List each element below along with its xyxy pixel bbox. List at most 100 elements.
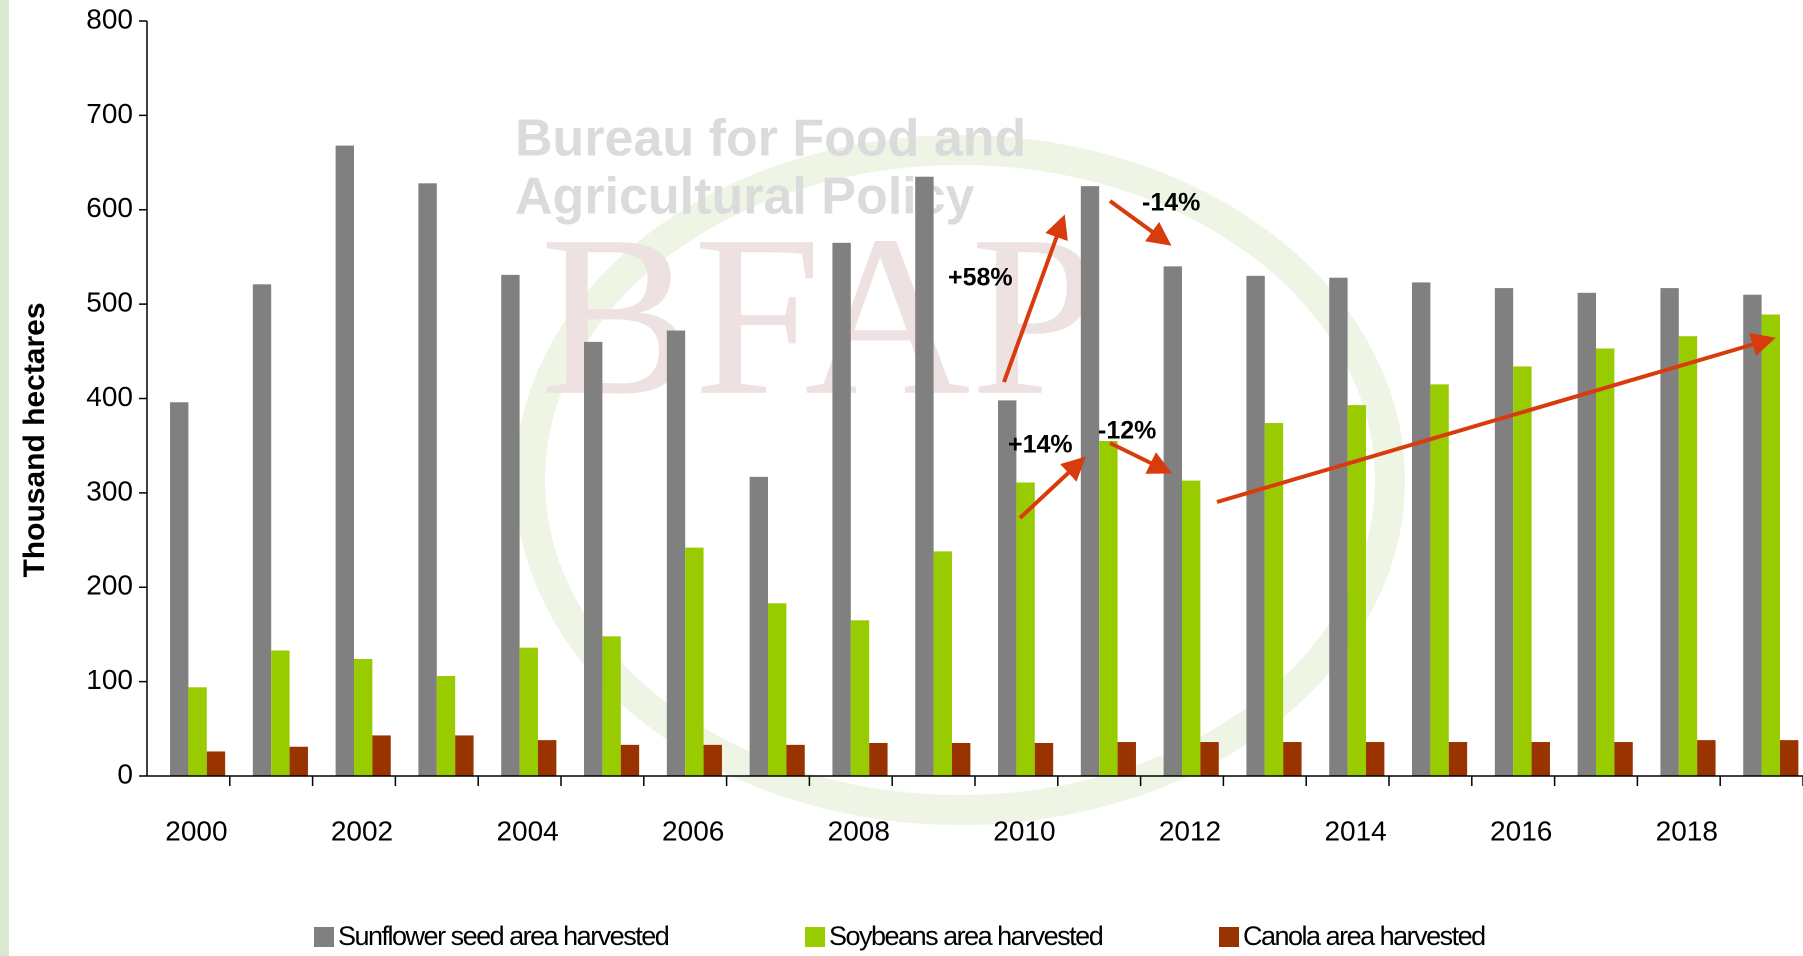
bar [1596, 348, 1615, 776]
bar [951, 742, 971, 776]
y-tick-label: 100 [86, 664, 133, 695]
watermark-logo: BFAP [540, 188, 1098, 443]
bar [1660, 288, 1679, 776]
bar [252, 284, 272, 776]
bar [455, 735, 474, 776]
y-tick-label: 500 [86, 287, 133, 318]
x-tick-label: 2004 [496, 815, 558, 846]
x-tick-label: 2008 [828, 815, 890, 846]
y-tick-label: 0 [117, 758, 133, 789]
watermark-ring [515, 135, 1405, 825]
legend-swatch [805, 927, 825, 947]
y-axis-label: Thousand hectares [18, 302, 51, 577]
x-tick-label: 2000 [165, 815, 227, 846]
bar [584, 341, 603, 776]
x-tick-label: 2014 [1324, 815, 1386, 846]
bar [519, 647, 538, 776]
legend: Sunflower seed area harvested Soybeans ar… [314, 921, 1487, 951]
bar [685, 547, 704, 776]
bar [1246, 275, 1265, 776]
bar [1347, 405, 1366, 776]
legend-label: Canola area harvested [1243, 921, 1485, 951]
side-strip [0, 0, 9, 956]
bar [1531, 742, 1550, 776]
watermark: Bureau for Food and Agricultural Policy … [515, 110, 1405, 825]
arrow [1109, 441, 1173, 474]
bar [206, 751, 226, 776]
bar [998, 400, 1017, 776]
bar [869, 742, 888, 776]
arrow [1002, 214, 1068, 383]
bar [1614, 742, 1633, 776]
bar [1329, 277, 1348, 776]
x-tick-label: 2018 [1656, 815, 1718, 846]
bar [170, 402, 189, 776]
bar [786, 744, 805, 776]
bar [418, 183, 437, 776]
bar [354, 658, 373, 776]
legend-label: Soybeans area harvested [829, 921, 1103, 951]
legend-label: Sunflower seed area harvested [338, 921, 669, 951]
bar [1697, 740, 1716, 776]
bar [768, 603, 787, 776]
bar [1182, 480, 1201, 776]
bar [1448, 742, 1468, 776]
bar [602, 636, 621, 776]
bar [1163, 266, 1182, 776]
bar [1678, 336, 1698, 776]
bar [1743, 294, 1762, 776]
bar [1494, 288, 1514, 776]
x-tick-label: 2012 [1159, 815, 1221, 846]
bar [832, 242, 851, 776]
bar [915, 176, 934, 776]
legend-swatch [314, 927, 334, 947]
bar [1513, 366, 1532, 776]
bar [501, 274, 520, 776]
bar [850, 620, 870, 776]
y-tick-label: 400 [86, 381, 133, 412]
bar [1430, 384, 1449, 776]
annotation: -12% [1098, 417, 1156, 445]
bar [1264, 423, 1284, 776]
y-tick-label: 300 [86, 475, 133, 506]
bar [289, 746, 308, 776]
plot: 0 100 200 300 400 500 600 700 800 2000 2002 2004 200… [86, 3, 1803, 846]
bar [1761, 314, 1780, 776]
bar [1080, 186, 1100, 776]
y-tick-label: 700 [86, 98, 133, 129]
x-tick-label: 2006 [662, 815, 724, 846]
bar [1412, 282, 1431, 776]
x-tick-label: 2010 [993, 815, 1055, 846]
bar [335, 145, 354, 776]
bar [620, 744, 640, 776]
bar [1099, 440, 1118, 776]
bar [1016, 482, 1035, 776]
bar [1034, 742, 1054, 776]
y-tick-label: 800 [86, 3, 133, 34]
arrow [1108, 199, 1172, 246]
watermark-text: Bureau for Food and [515, 110, 1026, 168]
bar [1200, 742, 1219, 776]
bar [436, 675, 456, 776]
bar [749, 476, 768, 776]
bar [271, 650, 290, 776]
x-tick-label: 2002 [331, 815, 393, 846]
bar [703, 744, 722, 776]
y-tick-label: 200 [86, 570, 133, 601]
bar [188, 687, 207, 776]
legend-swatch [1219, 927, 1239, 947]
watermark-text: Agricultural Policy [515, 168, 975, 226]
bar [1365, 742, 1385, 776]
annotation: +58% [948, 264, 1013, 292]
arrow [1216, 333, 1776, 504]
bar [666, 330, 686, 776]
arrow [1018, 456, 1086, 520]
bar [1779, 740, 1799, 776]
y-tick-label: 600 [86, 192, 133, 223]
annotations: +58% -14% +14% -12% [948, 189, 1776, 520]
bar [372, 735, 391, 776]
bar [933, 551, 952, 776]
bar [1577, 292, 1596, 776]
x-tick-label: 2016 [1490, 815, 1552, 846]
